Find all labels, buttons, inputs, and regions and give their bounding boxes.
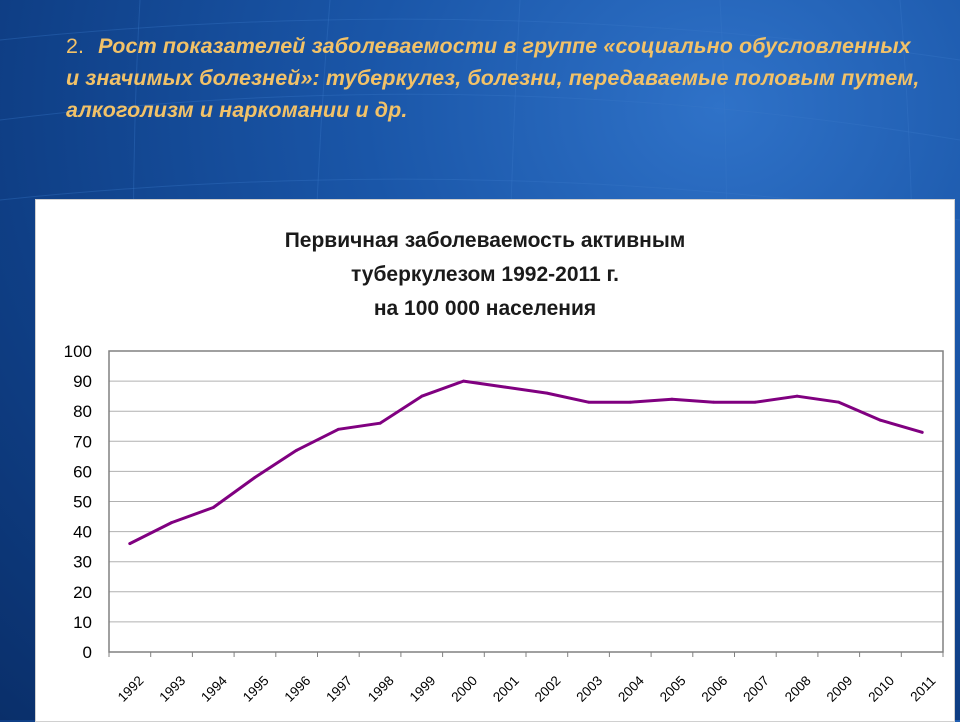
chart-title: Первичная заболеваемость активным туберк… — [0, 224, 960, 326]
y-tick-label-70: 70 — [73, 432, 92, 451]
x-tick-label-2008: 2008 — [782, 673, 814, 705]
y-tick-label-0: 0 — [83, 643, 92, 662]
data-point-2010 — [879, 418, 882, 422]
data-point-2004 — [628, 400, 632, 404]
y-tick-label-10: 10 — [73, 613, 92, 632]
x-tick-label-1999: 1999 — [407, 673, 439, 705]
x-tick-label-2002: 2002 — [532, 673, 564, 705]
data-point-1997 — [336, 427, 340, 431]
y-tick-label-100: 100 — [64, 342, 92, 361]
data-point-1998 — [378, 421, 382, 425]
chart-title-line-1: Первичная заболеваемость активным — [284, 229, 686, 252]
data-point-1994 — [211, 506, 215, 509]
x-tick-label-2007: 2007 — [740, 673, 772, 705]
chart-title-line-3: на 100 000 населения — [373, 297, 597, 320]
y-tick-label-90: 90 — [73, 372, 92, 391]
x-tick-label-1995: 1995 — [240, 673, 272, 705]
chart-title-line-2: туберкулезом 1992-2011 г. — [350, 263, 620, 286]
x-tick-label-2010: 2010 — [865, 673, 897, 705]
data-point-2011 — [920, 430, 924, 434]
data-point-2006 — [712, 400, 716, 404]
chart-panel: 0 10 20 30 40 50 60 70 80 90 100 1992 1993 1994 1995 19… — [35, 199, 955, 722]
x-tick-label-2003: 2003 — [573, 673, 605, 705]
y-tick-label-60: 60 — [73, 462, 92, 481]
slide-heading-text: Рост показателей заболеваемости в группе… — [66, 34, 920, 122]
data-point-2009 — [837, 400, 841, 404]
data-point-2002 — [545, 391, 549, 395]
data-point-1992 — [128, 542, 132, 546]
slide-number: 2. — [66, 34, 85, 58]
data-point-1995 — [253, 476, 257, 479]
x-tick-label-1997: 1997 — [323, 673, 355, 705]
data-point-1999 — [420, 394, 424, 398]
x-tick-label-1992: 1992 — [115, 673, 147, 705]
x-tick-label-1996: 1996 — [282, 673, 314, 705]
data-point-2000 — [462, 379, 465, 383]
x-tick-label-1994: 1994 — [198, 673, 230, 705]
line-chart: 0 10 20 30 40 50 60 70 80 90 100 1992 1993 1994 1995 19… — [64, 342, 944, 705]
y-tick-label-30: 30 — [73, 553, 92, 572]
data-point-2008 — [795, 394, 799, 398]
slide-heading: 2. Рост показателей заболеваемости в груп… — [66, 30, 926, 126]
data-point-2003 — [587, 400, 590, 404]
data-point-1993 — [170, 521, 173, 524]
y-tick-label-20: 20 — [73, 583, 92, 602]
data-point-2007 — [753, 400, 757, 404]
x-tick-label-2005: 2005 — [657, 673, 689, 705]
x-tick-label-2000: 2000 — [448, 673, 480, 705]
y-tick-label-50: 50 — [73, 493, 92, 512]
x-tick-label-2009: 2009 — [824, 673, 856, 705]
x-tick-label-2006: 2006 — [699, 673, 731, 705]
data-point-1996 — [295, 448, 299, 452]
x-tick-label-1998: 1998 — [365, 673, 397, 705]
series-line-0 — [128, 379, 924, 546]
x-tick-label-2001: 2001 — [490, 673, 522, 705]
y-tick-label-40: 40 — [73, 523, 92, 542]
data-point-2001 — [503, 385, 507, 389]
x-tick-label-2004: 2004 — [615, 673, 647, 705]
data-point-2005 — [670, 397, 674, 401]
x-tick-label-1993: 1993 — [156, 673, 188, 705]
x-tick-label-2011: 2011 — [907, 673, 938, 704]
y-tick-label-80: 80 — [73, 402, 92, 421]
